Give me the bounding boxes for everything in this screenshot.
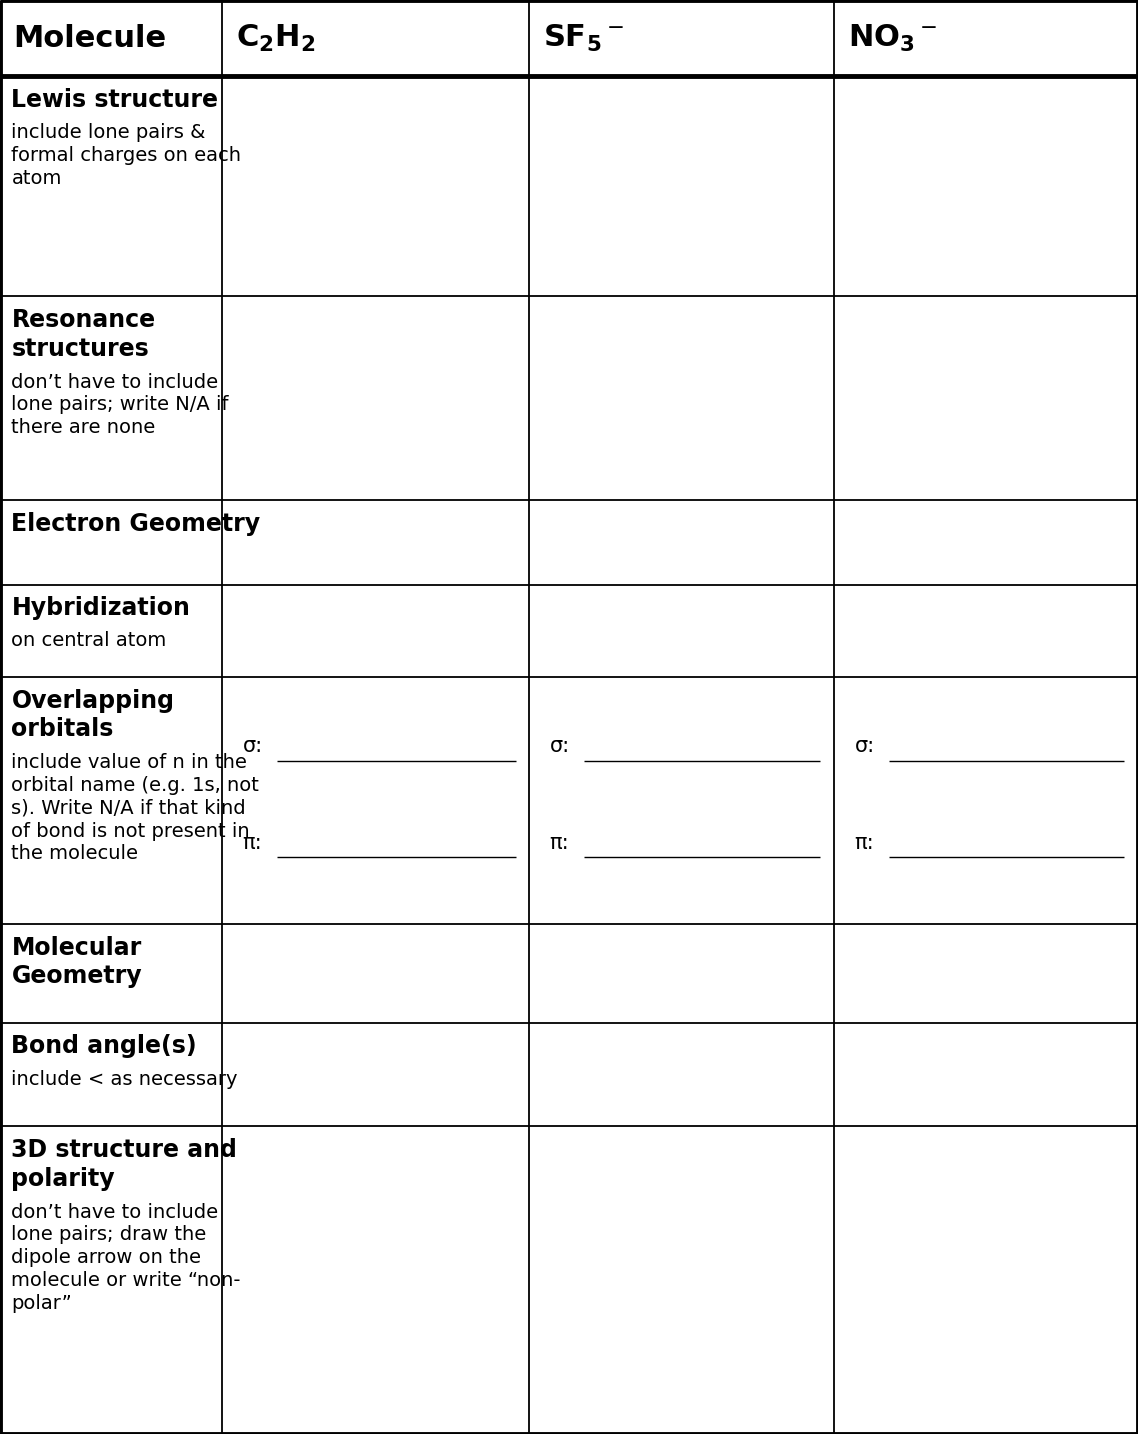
- Text: π:: π:: [242, 833, 262, 853]
- Text: Bond angle(s): Bond angle(s): [11, 1034, 197, 1058]
- Text: Molecular
Geometry: Molecular Geometry: [11, 935, 142, 988]
- Text: $\mathbf{C_2H_2}$: $\mathbf{C_2H_2}$: [236, 23, 315, 54]
- Text: include lone pairs &
formal charges on each
atom: include lone pairs & formal charges on e…: [11, 123, 241, 188]
- Text: include < as necessary: include < as necessary: [11, 1070, 238, 1088]
- Text: $\mathbf{SF_5}^-$: $\mathbf{SF_5}^-$: [543, 23, 624, 54]
- Text: σ:: σ:: [242, 736, 263, 756]
- Text: on central atom: on central atom: [11, 631, 166, 651]
- Text: Lewis structure: Lewis structure: [11, 87, 218, 112]
- Text: $\mathbf{NO_3}^-$: $\mathbf{NO_3}^-$: [848, 23, 938, 54]
- Text: Overlapping
orbitals: Overlapping orbitals: [11, 688, 174, 741]
- Text: 3D structure and
polarity: 3D structure and polarity: [11, 1139, 237, 1190]
- Text: include value of n in the
orbital name (e.g. 1s, not
s). Write N/A if that kind
: include value of n in the orbital name (…: [11, 753, 259, 863]
- Text: π:: π:: [855, 833, 874, 853]
- Text: Molecule: Molecule: [14, 24, 167, 53]
- Text: σ:: σ:: [855, 736, 875, 756]
- Text: Hybridization: Hybridization: [11, 597, 190, 621]
- Text: σ:: σ:: [550, 736, 570, 756]
- Text: π:: π:: [550, 833, 569, 853]
- Text: don’t have to include
lone pairs; draw the
dipole arrow on the
molecule or write: don’t have to include lone pairs; draw t…: [11, 1203, 241, 1312]
- Text: don’t have to include
lone pairs; write N/A if
there are none: don’t have to include lone pairs; write …: [11, 373, 229, 437]
- Text: Resonance
structures: Resonance structures: [11, 308, 156, 360]
- Text: Electron Geometry: Electron Geometry: [11, 512, 261, 536]
